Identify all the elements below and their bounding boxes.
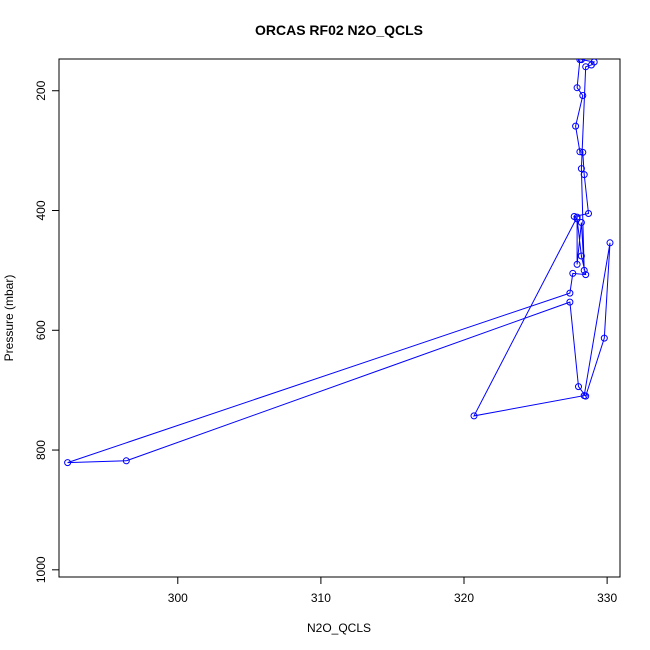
data-point (122, 457, 130, 465)
data-point (579, 148, 587, 156)
data-point (573, 84, 581, 92)
x-tick-label: 300 (168, 591, 188, 605)
data-point (575, 383, 582, 391)
data-point (585, 210, 592, 217)
data-point (569, 269, 577, 277)
data-point (577, 165, 585, 173)
x-tick-label: 310 (311, 591, 331, 605)
plot-frame (58, 58, 621, 578)
y-tick-label: 200 (34, 80, 48, 100)
data-point (566, 289, 574, 297)
x-axis-label: N2O_QCLS (307, 621, 371, 635)
data-point (573, 260, 581, 268)
series-group (64, 59, 614, 467)
data-point (590, 59, 598, 66)
x-tick-label: 330 (597, 591, 617, 605)
series-line (67, 59, 611, 464)
data-point (64, 459, 72, 467)
x-tick-label: 320 (454, 591, 474, 605)
data-point (573, 213, 581, 221)
chart-title: ORCAS RF02 N2O_QCLS (255, 22, 423, 38)
y-tick-label: 600 (34, 320, 48, 340)
data-point (577, 219, 585, 226)
data-point (577, 252, 585, 260)
data-point (566, 298, 574, 306)
data-point (582, 271, 590, 279)
data-point (470, 412, 478, 420)
y-tick-label: 1000 (34, 556, 48, 583)
data-point (606, 239, 614, 247)
data-point (580, 266, 588, 274)
data-point (579, 92, 587, 99)
data-point (600, 334, 608, 342)
data-point (580, 392, 588, 400)
data-point (576, 148, 584, 156)
data-point (580, 171, 588, 179)
y-tick-label: 400 (34, 200, 48, 220)
data-point (572, 122, 580, 130)
y-axis-label: Pressure (mbar) (2, 275, 16, 362)
data-point (577, 59, 585, 64)
y-tick-label: 800 (34, 440, 48, 460)
y-axis: 200 400 600 800 1000 (34, 80, 60, 583)
x-axis: 300 310 320 330 (168, 576, 617, 605)
